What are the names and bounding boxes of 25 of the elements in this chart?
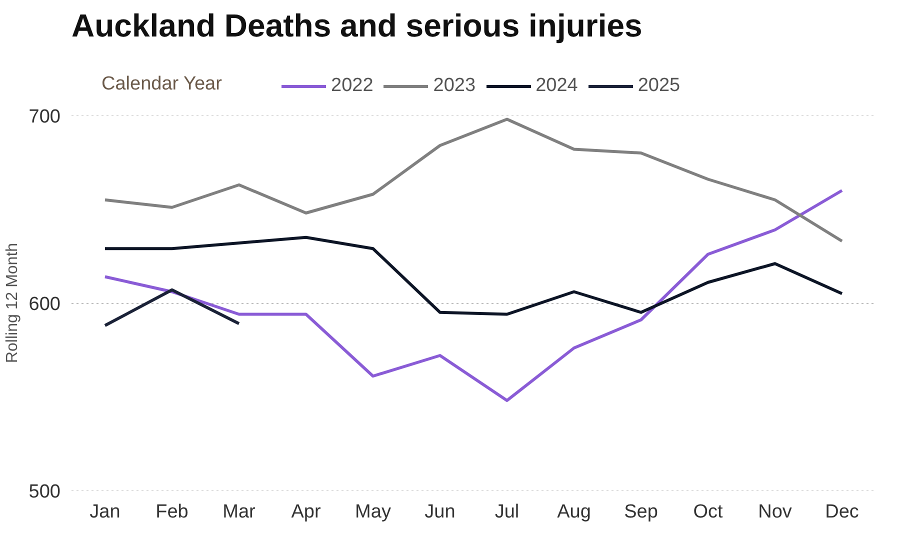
y-tick-label: 700 [28, 106, 60, 128]
x-tick-label: Jun [424, 502, 456, 522]
x-tick-label: Oct [693, 502, 724, 522]
x-tick-label: May [355, 502, 392, 522]
legend-label: 2023 [433, 75, 476, 97]
legend-label: 2024 [536, 75, 578, 97]
x-tick-label: Dec [825, 502, 859, 522]
x-tick-label: Sep [624, 502, 658, 522]
line-series [104, 118, 844, 243]
x-tick-label: Apr [291, 502, 322, 522]
x-tick-label: Nov [758, 502, 792, 522]
x-tick-label: Aug [557, 502, 591, 522]
legend-label: 2025 [638, 75, 680, 97]
legend-title: Calendar Year [102, 74, 223, 94]
y-axis-title: Rolling 12 Month [4, 242, 21, 364]
y-tick-label: 500 [28, 482, 60, 502]
chart-title: Auckland Deaths and serious injuries [72, 8, 642, 44]
line-series [104, 189, 844, 402]
x-tick-label: Jan [90, 502, 120, 522]
x-tick-label: Mar [222, 502, 256, 522]
y-tick-label: 600 [28, 294, 60, 315]
x-tick-label: Jul [494, 502, 520, 522]
x-tick-label: Feb [156, 502, 188, 522]
legend-label: 2022 [331, 75, 374, 97]
line-series [104, 236, 844, 316]
